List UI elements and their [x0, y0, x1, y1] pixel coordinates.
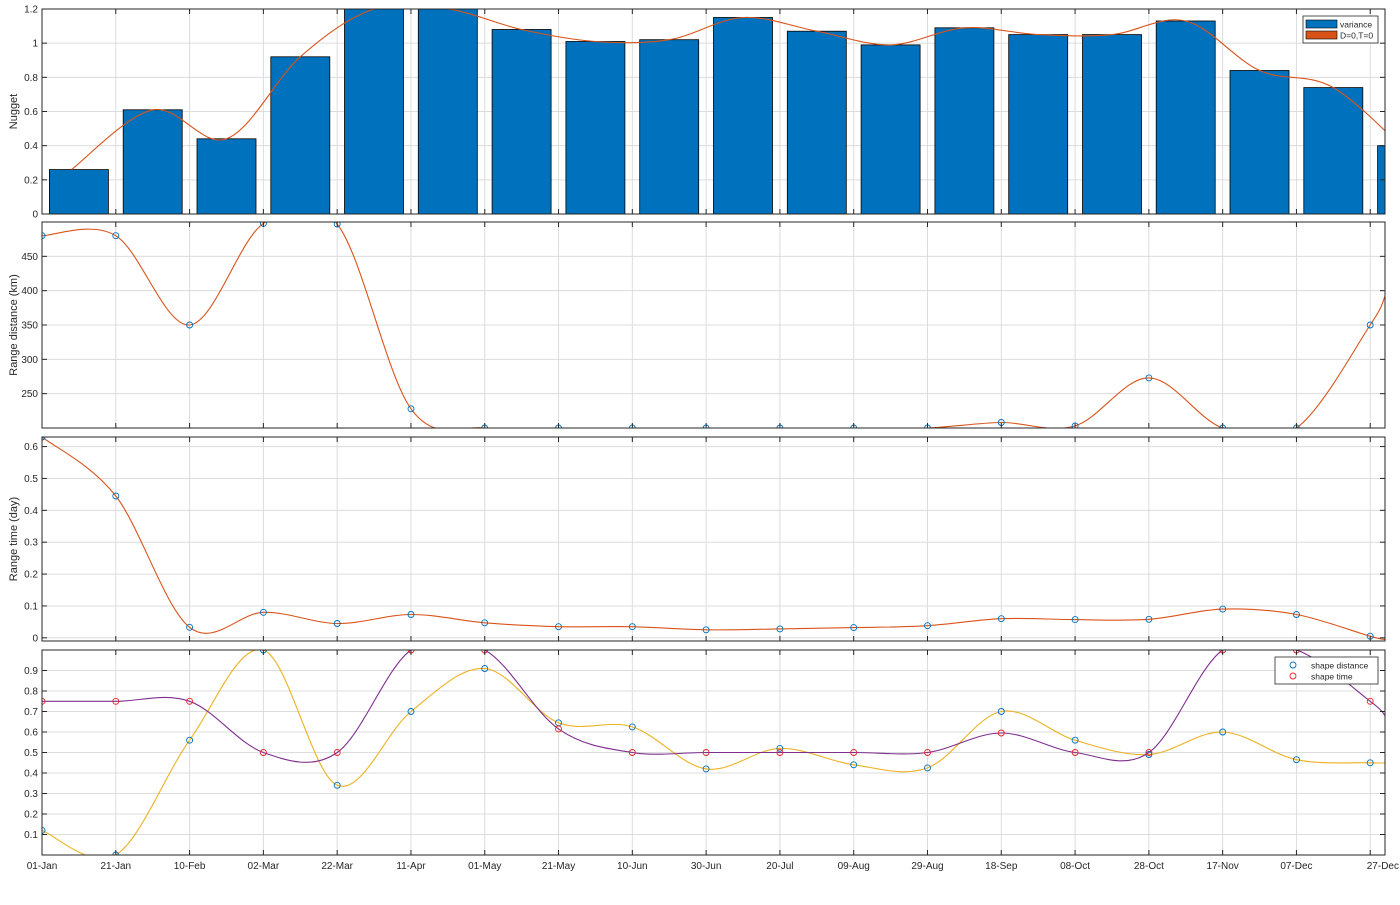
bar-6 [418, 9, 477, 214]
y-tick-label: 0.4 [24, 506, 38, 517]
y-tick-label: 0.4 [24, 769, 38, 780]
y-tick-label: 0.3 [24, 538, 38, 549]
y-tick-label: 250 [21, 389, 38, 400]
x-tick-label: 10-Feb [174, 861, 206, 872]
x-tick-label: 09-Aug [838, 861, 870, 872]
y-axis-label: Nugget [8, 94, 20, 129]
x-tick-label: 17-Nov [1207, 861, 1239, 872]
panel-3: 0 0.1 0.2 0.3 0.4 0.5 0.6 Range time (day) [8, 434, 1385, 644]
bar-15 [1083, 35, 1142, 214]
legend-label: shape distance [1311, 661, 1368, 671]
x-tick-label: 29-Aug [911, 861, 943, 872]
x-tick-label: 20-Jul [766, 861, 793, 872]
bar-14 [1009, 35, 1068, 214]
x-tick-label: 01-May [468, 861, 501, 872]
y-tick-label: 0.2 [24, 810, 38, 821]
y-tick-label: 450 [21, 252, 38, 263]
bar-3 [197, 139, 256, 214]
legend-swatch [1306, 31, 1337, 39]
x-tick-label: 21-Jan [101, 861, 132, 872]
x-tick-label: 30-Jun [691, 861, 722, 872]
x-tick-label: 01-Jan [27, 861, 58, 872]
y-tick-label: 300 [21, 355, 38, 366]
y-tick-label: 0.7 [24, 707, 38, 718]
y-tick-label: 0.4 [24, 141, 38, 152]
bar-10 [714, 18, 773, 215]
y-axis-label: Range time (day) [8, 497, 20, 581]
y-tick-label: 350 [21, 321, 38, 332]
y-axis-label: Range distance (km) [8, 274, 20, 376]
y-tick-label: 400 [21, 286, 38, 297]
y-tick-label: 0.1 [24, 601, 38, 612]
x-tick-label: 08-Oct [1060, 861, 1090, 872]
x-tick-label: 21-May [542, 861, 575, 872]
bar-12 [861, 45, 920, 214]
y-tick-label: 0.5 [24, 748, 38, 759]
x-tick-label: 07-Dec [1280, 861, 1312, 872]
bar-2 [123, 110, 182, 214]
bar-18 [1304, 88, 1363, 214]
y-tick-label: 0.6 [24, 728, 38, 739]
y-tick-label: 0.2 [24, 175, 38, 186]
bar-16 [1156, 21, 1215, 214]
x-tick-label: 10-Jun [617, 861, 648, 872]
bar-13 [935, 28, 994, 214]
y-tick-label: 1.2 [24, 5, 38, 16]
y-tick-label: 1 [32, 39, 38, 50]
bar-7 [492, 30, 551, 215]
bar-8 [566, 42, 625, 215]
y-tick-label: 0.6 [24, 442, 38, 453]
x-axis-labels: 01-Jan 21-Jan 10-Feb 02-Mar 22-Mar 11-Apr 01-M… [27, 861, 1399, 872]
x-tick-label: 27-Dec [1367, 861, 1399, 872]
x-tick-label: 02-Mar [248, 861, 280, 872]
x-tick-label: 22-Mar [321, 861, 353, 872]
bar-5 [345, 9, 404, 214]
x-tick-label: 11-Apr [396, 861, 426, 872]
y-tick-label: 0.8 [24, 73, 38, 84]
y-tick-label: 0.3 [24, 789, 38, 800]
y-tick-label: 0 [32, 633, 38, 644]
y-tick-label: 0.8 [24, 687, 38, 698]
x-tick-label: 28-Oct [1134, 861, 1164, 872]
y-tick-label: 0.5 [24, 474, 38, 485]
bar-1 [49, 170, 108, 214]
legend-label: shape time [1311, 672, 1353, 682]
bar-9 [640, 40, 699, 214]
bar-17 [1230, 71, 1289, 215]
y-tick-label: 0.9 [24, 666, 38, 677]
legend-label: variance [1340, 20, 1372, 30]
y-tick-label: 0 [32, 210, 38, 221]
legend-label: D=0,T=0 [1340, 31, 1373, 41]
panel-4: 0.1 0.2 0.3 0.4 0.5 0.6 0.7 0.8 0.9 shape distanc… [24, 639, 1385, 859]
x-tick-label: 18-Sep [985, 861, 1018, 872]
bar-11 [787, 31, 846, 214]
y-tick-label: 0.2 [24, 570, 38, 581]
legend-swatch [1306, 20, 1337, 28]
y-tick-label: 0.6 [24, 107, 38, 118]
plot-area [42, 437, 1385, 641]
y-tick-label: 0.1 [24, 830, 38, 841]
